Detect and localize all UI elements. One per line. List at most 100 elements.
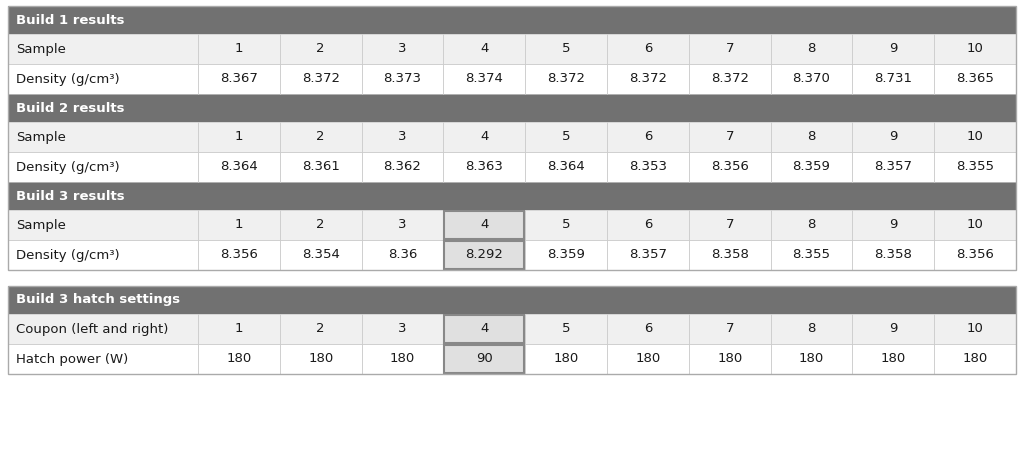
Text: Density (g/cm³): Density (g/cm³): [16, 249, 120, 261]
Bar: [280, 344, 361, 374]
Text: 8.361: 8.361: [302, 161, 340, 173]
Text: 7: 7: [725, 130, 734, 144]
Bar: [280, 34, 361, 64]
Bar: [934, 34, 1016, 64]
Text: 8.374: 8.374: [465, 73, 503, 86]
Bar: [443, 34, 525, 64]
Bar: [8, 122, 1016, 152]
Text: 8.731: 8.731: [874, 73, 912, 86]
Text: 8.356: 8.356: [956, 249, 994, 261]
Text: 8: 8: [807, 323, 816, 335]
Text: 6: 6: [644, 42, 652, 56]
Bar: [934, 314, 1016, 344]
Bar: [607, 240, 689, 270]
Bar: [8, 286, 1016, 374]
Bar: [934, 152, 1016, 182]
Bar: [8, 122, 198, 152]
Text: 7: 7: [725, 323, 734, 335]
Bar: [852, 122, 934, 152]
Bar: [444, 241, 524, 269]
Text: 8.373: 8.373: [384, 73, 422, 86]
Bar: [852, 344, 934, 374]
Bar: [361, 210, 443, 240]
Text: 4: 4: [480, 130, 488, 144]
Bar: [443, 122, 525, 152]
Text: 5: 5: [562, 323, 570, 335]
Text: 8.358: 8.358: [874, 249, 912, 261]
Bar: [8, 152, 198, 182]
Text: 180: 180: [554, 352, 579, 365]
Bar: [771, 34, 852, 64]
Text: 3: 3: [398, 42, 407, 56]
Text: 8.370: 8.370: [793, 73, 830, 86]
Text: 8.363: 8.363: [465, 161, 503, 173]
Text: 2: 2: [316, 219, 325, 232]
Text: 180: 180: [963, 352, 988, 365]
Text: 7: 7: [725, 42, 734, 56]
Bar: [689, 64, 771, 94]
Bar: [8, 182, 1016, 210]
Text: 8: 8: [807, 219, 816, 232]
Bar: [443, 64, 525, 94]
Bar: [8, 210, 1016, 240]
Bar: [443, 314, 525, 344]
Bar: [525, 122, 607, 152]
Bar: [852, 152, 934, 182]
Text: 4: 4: [480, 42, 488, 56]
Bar: [771, 314, 852, 344]
Bar: [361, 344, 443, 374]
Bar: [771, 240, 852, 270]
Bar: [280, 152, 361, 182]
Bar: [8, 6, 1016, 34]
Bar: [607, 34, 689, 64]
Text: Build 1 results: Build 1 results: [16, 14, 125, 26]
Text: 180: 180: [308, 352, 334, 365]
Text: 180: 180: [226, 352, 252, 365]
Bar: [934, 344, 1016, 374]
Bar: [198, 240, 280, 270]
Text: 90: 90: [476, 352, 493, 365]
Bar: [8, 210, 198, 240]
Bar: [443, 210, 525, 240]
Text: 9: 9: [889, 323, 897, 335]
Text: 8.292: 8.292: [465, 249, 503, 261]
Bar: [525, 210, 607, 240]
Bar: [607, 122, 689, 152]
Text: 8.367: 8.367: [220, 73, 258, 86]
Bar: [8, 34, 1016, 64]
Bar: [280, 240, 361, 270]
Bar: [198, 210, 280, 240]
Bar: [607, 314, 689, 344]
Text: 5: 5: [562, 219, 570, 232]
Text: 4: 4: [480, 219, 488, 232]
Bar: [607, 64, 689, 94]
Bar: [361, 314, 443, 344]
Bar: [198, 314, 280, 344]
Bar: [852, 64, 934, 94]
Text: 180: 180: [390, 352, 415, 365]
Text: Sample: Sample: [16, 42, 66, 56]
Bar: [280, 122, 361, 152]
Bar: [689, 152, 771, 182]
Bar: [361, 152, 443, 182]
Bar: [934, 122, 1016, 152]
Text: 8.354: 8.354: [302, 249, 340, 261]
Bar: [689, 34, 771, 64]
Text: Sample: Sample: [16, 219, 66, 232]
Bar: [8, 94, 1016, 122]
Bar: [525, 64, 607, 94]
Text: 10: 10: [967, 219, 983, 232]
Bar: [443, 152, 525, 182]
Bar: [8, 152, 1016, 182]
Text: 8.372: 8.372: [302, 73, 340, 86]
Bar: [771, 122, 852, 152]
Bar: [198, 64, 280, 94]
Bar: [771, 64, 852, 94]
Text: 4: 4: [480, 323, 488, 335]
Text: 10: 10: [967, 323, 983, 335]
Bar: [280, 210, 361, 240]
Bar: [444, 315, 524, 343]
Bar: [525, 344, 607, 374]
Bar: [8, 344, 1016, 374]
Bar: [8, 6, 1016, 270]
